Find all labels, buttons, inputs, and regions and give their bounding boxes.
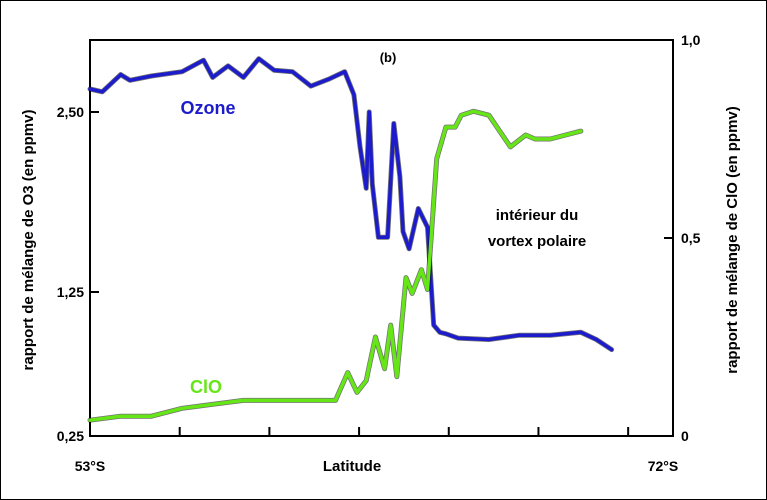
x-tick-label-start: 53°S (75, 458, 106, 474)
y-left-tick-label: 2,50 (57, 104, 84, 120)
series-line-ozone-shadow (87, 56, 615, 353)
y-right-tick-label: 1,0 (681, 32, 701, 48)
annotation-line-2: vortex polaire (488, 233, 586, 250)
series-label-clo: ClO (190, 377, 222, 397)
series-label-ozone: Ozone (180, 98, 235, 118)
ticks-layer: 0,25 1,25 2,50 0 0,5 1,0 53°S 72°S (57, 32, 701, 474)
y-axis-title-right: rapport de mélange de ClO (en ppmv) (724, 106, 741, 374)
y-axis-title-left: rapport de mélange de O3 (en ppmv) (20, 110, 37, 371)
annotation-line-1: intérieur du (496, 207, 579, 224)
series-line-clo-shadow (87, 108, 584, 423)
series-line-ozone (88, 56, 614, 352)
panel-label: (b) (380, 50, 397, 65)
y-left-tick-label: 1,25 (57, 284, 84, 300)
x-axis-title: Latitude (323, 458, 381, 475)
y-left-tick-label: 0,25 (57, 428, 84, 444)
series-layer (87, 56, 615, 423)
y-right-tick-label: 0 (681, 428, 689, 444)
x-tick-label-end: 72°S (648, 458, 679, 474)
y-right-tick-label: 0,5 (681, 230, 701, 246)
series-line-clo (88, 109, 583, 422)
